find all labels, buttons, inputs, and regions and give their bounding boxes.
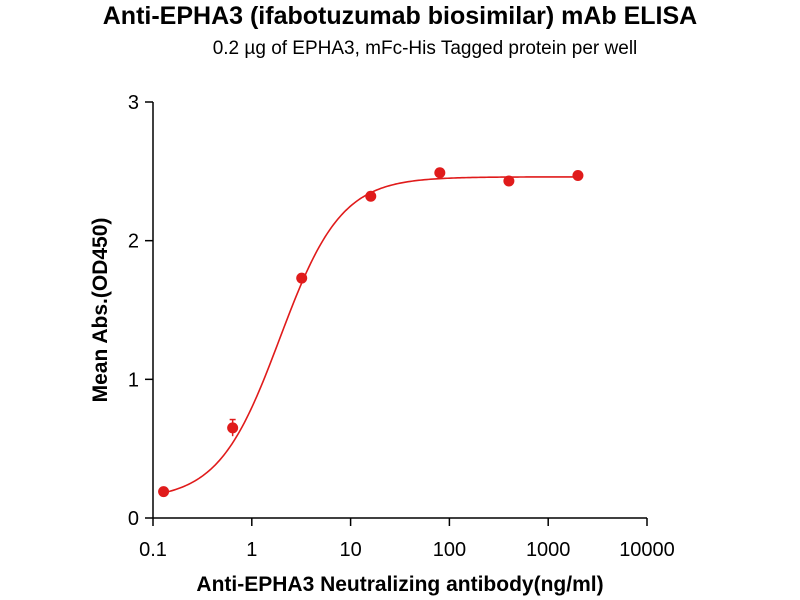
data-point: [434, 167, 446, 179]
data-points: [158, 167, 584, 498]
x-tick-label: 10: [339, 539, 361, 561]
data-point: [503, 175, 515, 187]
x-tick-label: 0.1: [139, 539, 167, 561]
data-point: [227, 422, 239, 434]
axes: [152, 102, 647, 519]
data-point: [572, 169, 584, 181]
data-point: [365, 190, 377, 202]
fit-curve: [163, 176, 578, 494]
x-axis-label: Anti-EPHA3 Neutralizing antibody(ng/ml): [196, 573, 603, 596]
data-point: [296, 272, 308, 284]
y-tick-label: 3: [128, 92, 139, 114]
x-tick-label: 100: [433, 539, 466, 561]
x-tick-label: 1000: [526, 539, 571, 561]
y-axis-label: Mean Abs.(OD450): [89, 218, 112, 403]
x-ticks: 0.1 1 10 100 1000 10000: [139, 518, 675, 561]
chart-subtitle: 0.2 µg of EPHA3, mFc-His Tagged protein …: [213, 38, 638, 59]
x-tick-label: 10000: [619, 539, 675, 561]
y-tick-label: 1: [128, 369, 139, 391]
chart-title: Anti-EPHA3 (ifabotuzumab biosimilar) mAb…: [103, 2, 697, 30]
data-point: [158, 486, 170, 498]
y-tick-label: 0: [128, 508, 139, 530]
y-tick-label: 2: [128, 231, 139, 253]
x-tick-label: 1: [246, 539, 257, 561]
y-ticks: 0 1 2 3: [128, 92, 153, 530]
